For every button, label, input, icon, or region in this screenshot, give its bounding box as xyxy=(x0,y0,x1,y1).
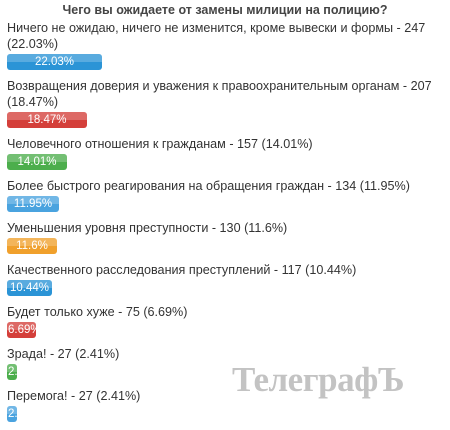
poll-bar: 22.03% xyxy=(7,54,102,70)
poll-bar-percent: 2.41% xyxy=(8,366,17,378)
poll-option: Будет только хуже - 75 (6.69%) 6.69% xyxy=(7,304,447,338)
poll-bar-track: 18.47% xyxy=(7,112,433,128)
poll-bar-track: 11.95% xyxy=(7,196,433,212)
poll-bar: 2.41% xyxy=(7,406,17,422)
poll-bar-percent: 10.44% xyxy=(9,282,49,294)
poll-bar-track: 2.41% xyxy=(7,364,433,380)
poll-bar: 18.47% xyxy=(7,112,87,128)
poll-option-label: Уменьшения уровня преступности - 130 (11… xyxy=(7,221,288,235)
poll-option: Человечного отношения к гражданам - 157 … xyxy=(7,136,447,170)
poll-option: Ничего не ожидаю, ничего не изменится, к… xyxy=(7,20,447,70)
poll-results: Ничего не ожидаю, ничего не изменится, к… xyxy=(7,20,447,430)
poll-option: Возвращения доверия и уважения к правоох… xyxy=(7,78,447,128)
poll-bar: 11.95% xyxy=(7,196,59,212)
poll-bar: 6.69% xyxy=(7,322,36,338)
poll-option-label: Качественного расследования преступлений… xyxy=(7,263,357,277)
poll-option: Уменьшения уровня преступности - 130 (11… xyxy=(7,220,447,254)
poll-bar-percent: 6.69% xyxy=(8,324,36,336)
poll-option-label: Возвращения доверия и уважения к правоох… xyxy=(7,79,432,109)
poll-option-label: Человечного отношения к гражданам - 157 … xyxy=(7,137,313,151)
poll-option-label: Перемога! - 27 (2.41%) xyxy=(7,389,141,403)
poll-bar-percent: 22.03% xyxy=(34,56,74,68)
poll-bar-track: 6.69% xyxy=(7,322,433,338)
poll-bar-percent: 11.95% xyxy=(13,198,53,210)
poll-bar: 11.6% xyxy=(7,238,57,254)
poll-bar-track: 10.44% xyxy=(7,280,433,296)
poll-title: Чего вы ожидаете от замены милиции на по… xyxy=(62,3,388,17)
poll-bar-percent: 18.47% xyxy=(27,114,67,126)
poll-bar: 14.01% xyxy=(7,154,67,170)
poll-bar: 10.44% xyxy=(7,280,52,296)
poll-bar: 2.41% xyxy=(7,364,17,380)
poll-bar-track: 11.6% xyxy=(7,238,433,254)
poll-bar-track: 2.41% xyxy=(7,406,433,422)
poll-option-label: Ничего не ожидаю, ничего не изменится, к… xyxy=(7,21,426,51)
poll-bar-percent: 14.01% xyxy=(17,156,57,168)
poll-option: Перемога! - 27 (2.41%) 2.41% xyxy=(7,388,447,422)
poll-option-label: Зрада! - 27 (2.41%) xyxy=(7,347,120,361)
poll-bar-percent: 2.41% xyxy=(8,408,17,420)
poll-bar-percent: 11.6% xyxy=(16,240,48,252)
poll-option: Зрада! - 27 (2.41%) 2.41% xyxy=(7,346,447,380)
poll-bar-track: 22.03% xyxy=(7,54,433,70)
poll-option-label: Более быстрого реагирования на обращения… xyxy=(7,179,410,193)
poll-option: Качественного расследования преступлений… xyxy=(7,262,447,296)
poll-option-label: Будет только хуже - 75 (6.69%) xyxy=(7,305,188,319)
poll-bar-track: 14.01% xyxy=(7,154,433,170)
poll-option: Более быстрого реагирования на обращения… xyxy=(7,178,447,212)
telegraf-watermark: ТелеграфЪ xyxy=(232,360,405,399)
